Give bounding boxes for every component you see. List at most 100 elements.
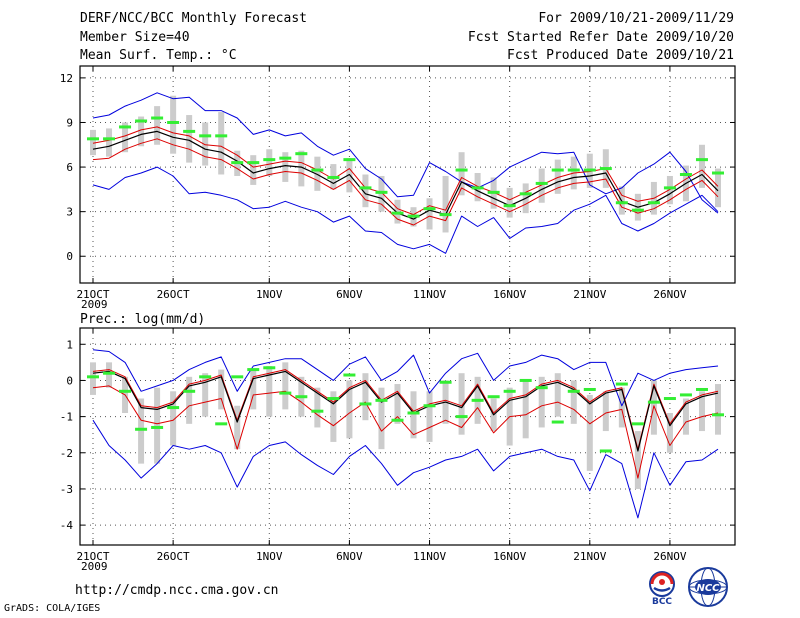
ensemble-box — [282, 362, 289, 410]
observed-mark — [151, 116, 164, 120]
grads-credit: GrADS: COLA/IGES — [4, 603, 101, 614]
series-p25-line — [92, 138, 719, 226]
x-tick-label: 6NOV — [336, 288, 363, 301]
observed-mark — [151, 425, 164, 429]
ensemble-box — [202, 373, 209, 417]
observed-mark — [311, 409, 324, 413]
y-tick-label: 9 — [66, 116, 73, 129]
observed-mark — [663, 186, 676, 190]
precipitation-panel: -4 -3 -2 -1 0 1 21OCT 26OCT 1NOV 6NOV 11NOV 16NOV 21… — [60, 327, 736, 573]
ensemble-box — [426, 391, 433, 442]
x-tick-label: 26OCT — [157, 550, 190, 563]
observed-mark — [391, 418, 404, 422]
ensemble-box — [218, 112, 225, 175]
ensemble-box — [586, 394, 593, 471]
observed-mark — [679, 393, 692, 397]
x-tick-label: 11NOV — [413, 550, 446, 563]
footer-url[interactable]: http://cmdp.ncc.cma.gov.cn — [75, 583, 279, 598]
observed-mark — [695, 158, 708, 162]
ensemble-box — [282, 152, 289, 182]
observed-mark — [135, 119, 148, 123]
observed-mark — [599, 167, 612, 171]
x-year-label: 2009 — [81, 298, 108, 311]
observed-mark — [87, 375, 99, 379]
ensemble-box — [186, 376, 193, 424]
ensemble-box — [538, 168, 545, 203]
ensemble-box — [458, 373, 465, 435]
observed-mark — [247, 161, 260, 165]
ncc-logo-icon: NCC — [688, 567, 728, 607]
ensemble-box — [618, 387, 625, 428]
ensemble-box — [698, 391, 705, 432]
observed-mark — [167, 120, 180, 124]
observed-mark — [375, 398, 388, 402]
observed-mark — [631, 208, 644, 212]
series-max-line — [92, 349, 719, 407]
observed-mark — [503, 204, 516, 208]
y-tick-label: 6 — [66, 161, 73, 174]
observed-mark — [712, 171, 724, 175]
y-tick-label: -4 — [60, 519, 74, 532]
ensemble-box — [330, 391, 337, 442]
ensemble-box — [106, 362, 113, 388]
series-p25-line — [92, 385, 719, 479]
plot-frame — [79, 65, 736, 284]
ensemble-box — [186, 115, 193, 163]
ensemble-box — [554, 159, 561, 194]
observed-mark — [327, 175, 340, 179]
series-max-line — [92, 92, 719, 214]
observed-mark — [567, 168, 580, 172]
ensemble-box — [298, 150, 305, 187]
observed-mark — [712, 413, 724, 417]
ensemble-box — [250, 369, 257, 410]
observed-mark — [359, 186, 372, 190]
observed-mark — [519, 378, 532, 382]
observed-mark — [439, 380, 452, 384]
forecast-period: For 2009/10/21-2009/11/29 — [538, 11, 734, 26]
fcst-started-date: Fcst Started Refer Date 2009/10/20 — [467, 30, 734, 45]
ensemble-box — [715, 168, 721, 208]
ensemble-box — [715, 384, 721, 435]
observed-mark — [471, 398, 484, 402]
ensemble-box — [346, 380, 353, 439]
x-tick-label: 21NOV — [573, 550, 606, 563]
observed-mark — [695, 387, 708, 391]
ensemble-box — [234, 405, 241, 450]
observed-mark — [487, 395, 500, 399]
x-tick-label: 6NOV — [336, 550, 363, 563]
ensemble-box — [266, 365, 273, 417]
svg-text:NCC: NCC — [696, 583, 720, 594]
x-tick-label: 1NOV — [256, 288, 283, 301]
y-tick-label: 1 — [66, 338, 73, 351]
ensemble-box — [154, 106, 161, 145]
observed-mark — [103, 137, 116, 141]
observed-mark — [455, 415, 468, 419]
observed-mark — [135, 427, 148, 431]
ensemble-box — [170, 95, 177, 154]
ensemble-box — [602, 391, 609, 432]
ensemble-box — [170, 391, 177, 446]
ensemble-box — [506, 187, 513, 218]
observed-mark — [663, 397, 676, 401]
variable-label: Mean Surf. Temp.: °C — [80, 48, 237, 63]
precip-panel-label: Prec.: log(mm/d) — [80, 312, 205, 327]
x-tick-label: 21OCT — [76, 288, 109, 301]
ensemble-box — [538, 376, 545, 428]
observed-mark — [551, 420, 564, 424]
ensemble-box — [522, 380, 529, 439]
observed-mark — [231, 375, 244, 379]
y-tick-label: 0 — [66, 374, 73, 387]
observed-mark — [551, 168, 564, 172]
observed-mark — [183, 129, 196, 133]
ensemble-box — [106, 128, 113, 157]
observed-mark — [535, 386, 548, 390]
observed-mark — [567, 389, 580, 393]
observed-mark — [455, 168, 468, 172]
y-tick-label: -1 — [60, 411, 73, 424]
x-tick-label: 16NOV — [493, 550, 526, 563]
observed-mark — [263, 366, 276, 370]
y-tick-label: 3 — [66, 206, 73, 219]
observed-mark — [119, 125, 132, 129]
y-tick-label: 12 — [60, 72, 73, 85]
